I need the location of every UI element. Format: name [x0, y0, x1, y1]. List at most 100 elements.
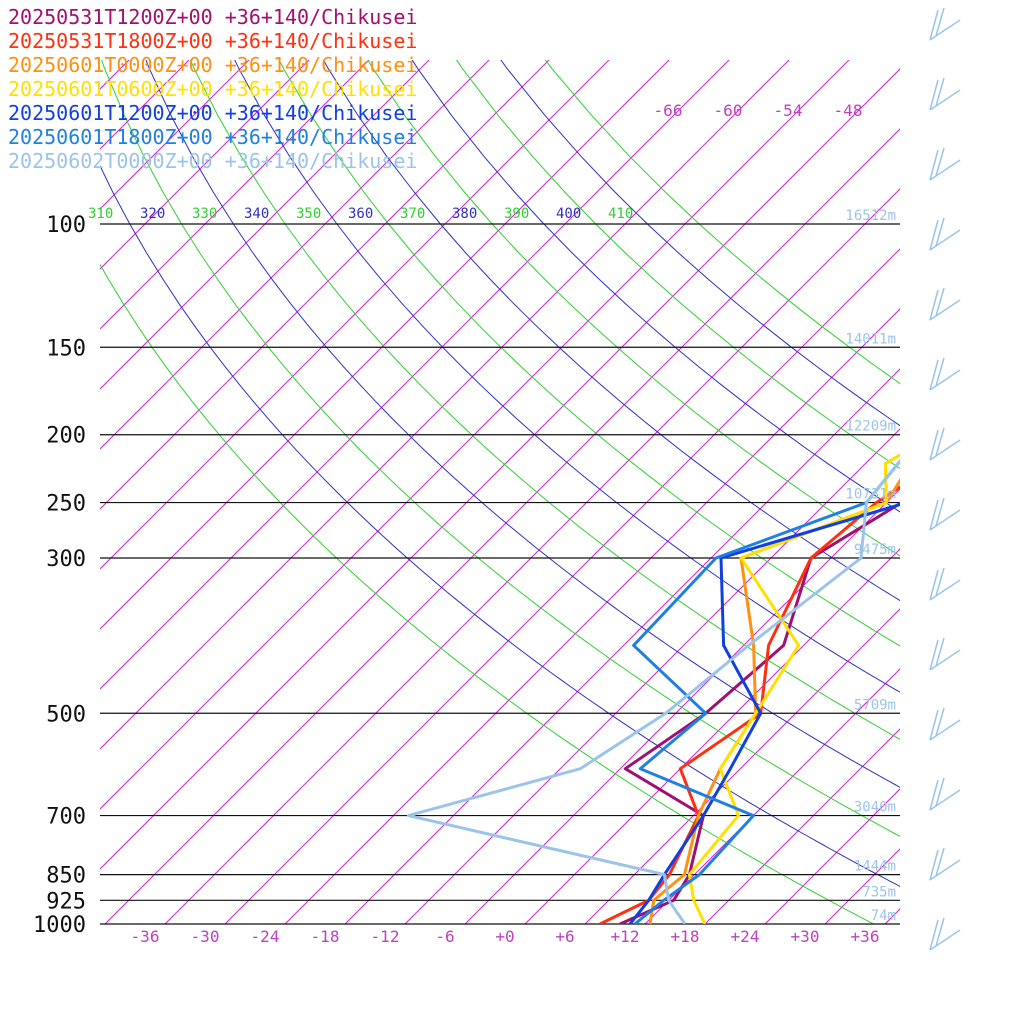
theta-label: 360	[348, 206, 373, 222]
pressure-tick-label: 700	[46, 805, 86, 830]
theta-label: 320	[140, 206, 165, 222]
top-temperature-tick-label: -60	[714, 101, 743, 120]
isobar-lines	[100, 223, 900, 925]
wind-barb	[929, 299, 961, 321]
wind-barb	[935, 147, 945, 177]
temperature-tick-label: -6	[435, 927, 454, 946]
temperature-tick-label: +0	[495, 927, 514, 946]
height-label: 16512m	[845, 208, 896, 224]
series-line	[406, 458, 900, 924]
top-temperature-tick-label: -54	[774, 101, 803, 120]
wind-barb	[929, 849, 939, 881]
wind-barb	[929, 229, 961, 251]
theta-label: 340	[244, 206, 269, 222]
wind-barb	[935, 637, 945, 667]
wind-barb	[929, 919, 939, 951]
isotherm	[704, 728, 900, 924]
wind-barb	[935, 707, 945, 737]
legend-entry: 20250531T1200Z+00 +36+140/Chikusei	[8, 5, 417, 29]
wind-barb	[929, 709, 939, 741]
isotherm	[464, 488, 900, 924]
sounding-series	[406, 453, 900, 924]
legend: 20250531T1200Z+00 +36+140/Chikusei202505…	[8, 5, 417, 173]
wind-barb	[929, 19, 961, 41]
height-label: 12209m	[845, 419, 896, 435]
pressure-tick-label: 200	[46, 424, 86, 449]
theta-line	[544, 60, 900, 385]
wind-barb	[929, 439, 961, 461]
isotherm	[644, 668, 900, 924]
temperature-tick-label: +36	[851, 927, 880, 946]
legend-entry: 20250601T0000Z+00 +36+140/Chikusei	[8, 53, 417, 77]
isotherm	[1005, 0, 1024, 924]
wind-barb	[935, 287, 945, 317]
wind-barb	[929, 9, 939, 41]
wind-barb	[929, 789, 961, 811]
isotherm	[100, 60, 250, 210]
wind-barb	[929, 429, 939, 461]
top-temperature-tick-label: -66	[654, 101, 683, 120]
theta-label: 330	[192, 206, 217, 222]
height-label: 5709m	[854, 697, 896, 713]
height-label: 74m	[871, 908, 896, 924]
wind-barb	[929, 569, 939, 601]
legend-entry: 20250601T0600Z+00 +36+140/Chikusei	[8, 77, 417, 101]
wind-barb	[929, 639, 939, 671]
theta-label: 400	[556, 206, 581, 222]
temperature-tick-label: +30	[791, 927, 820, 946]
theta-line	[455, 60, 900, 470]
temperature-tick-label: -30	[191, 927, 220, 946]
wind-barb	[935, 847, 945, 877]
top-temperature-tick-label: -48	[834, 101, 863, 120]
height-label: 10731m	[845, 487, 896, 503]
height-label: 3040m	[854, 800, 896, 816]
wind-barb	[929, 149, 939, 181]
theta-label: 350	[296, 206, 321, 222]
wind-barb	[929, 89, 961, 111]
temperature-tick-label: +12	[611, 927, 640, 946]
isotherm	[824, 848, 900, 924]
pressure-tick-label: 850	[46, 864, 86, 889]
isotherm	[884, 908, 900, 924]
legend-entry: 20250601T1200Z+00 +36+140/Chikusei	[8, 101, 417, 125]
wind-barb	[929, 289, 939, 321]
wind-barb	[929, 509, 961, 531]
wind-barb	[929, 649, 961, 671]
temperature-tick-label: +18	[671, 927, 700, 946]
wind-barb	[929, 359, 939, 391]
series-line	[619, 501, 900, 924]
series-line	[632, 458, 900, 924]
height-label: 1444m	[854, 859, 896, 875]
wind-barb	[929, 369, 961, 391]
wind-barb	[935, 427, 945, 457]
isotherm	[100, 60, 370, 330]
pressure-tick-label: 150	[46, 336, 86, 361]
temperature-tick-label: +24	[731, 927, 760, 946]
wind-barb	[929, 219, 939, 251]
series-line	[599, 485, 900, 924]
wind-barb	[935, 77, 945, 107]
height-label: 735m	[862, 884, 896, 900]
pressure-tick-label: 300	[46, 547, 86, 572]
isotherm	[100, 60, 190, 150]
wind-barb	[935, 217, 945, 247]
pressure-tick-label: 925	[46, 889, 86, 914]
wind-barbs	[929, 7, 961, 951]
isotherm	[100, 60, 430, 390]
isotherm	[584, 608, 900, 924]
wind-barb	[929, 779, 939, 811]
temperature-tick-label: +6	[555, 927, 574, 946]
pressure-tick-label: 250	[46, 492, 86, 517]
temperature-tick-label: -24	[251, 927, 280, 946]
wind-barb	[935, 357, 945, 387]
theta-label: 370	[400, 206, 425, 222]
isotherm	[764, 788, 900, 924]
wind-barb	[935, 917, 945, 947]
wind-barb	[929, 579, 961, 601]
legend-entry: 20250601T1800Z+00 +36+140/Chikusei	[8, 125, 417, 149]
wind-barb	[929, 719, 961, 741]
wind-barb	[935, 497, 945, 527]
wind-barb	[929, 79, 939, 111]
